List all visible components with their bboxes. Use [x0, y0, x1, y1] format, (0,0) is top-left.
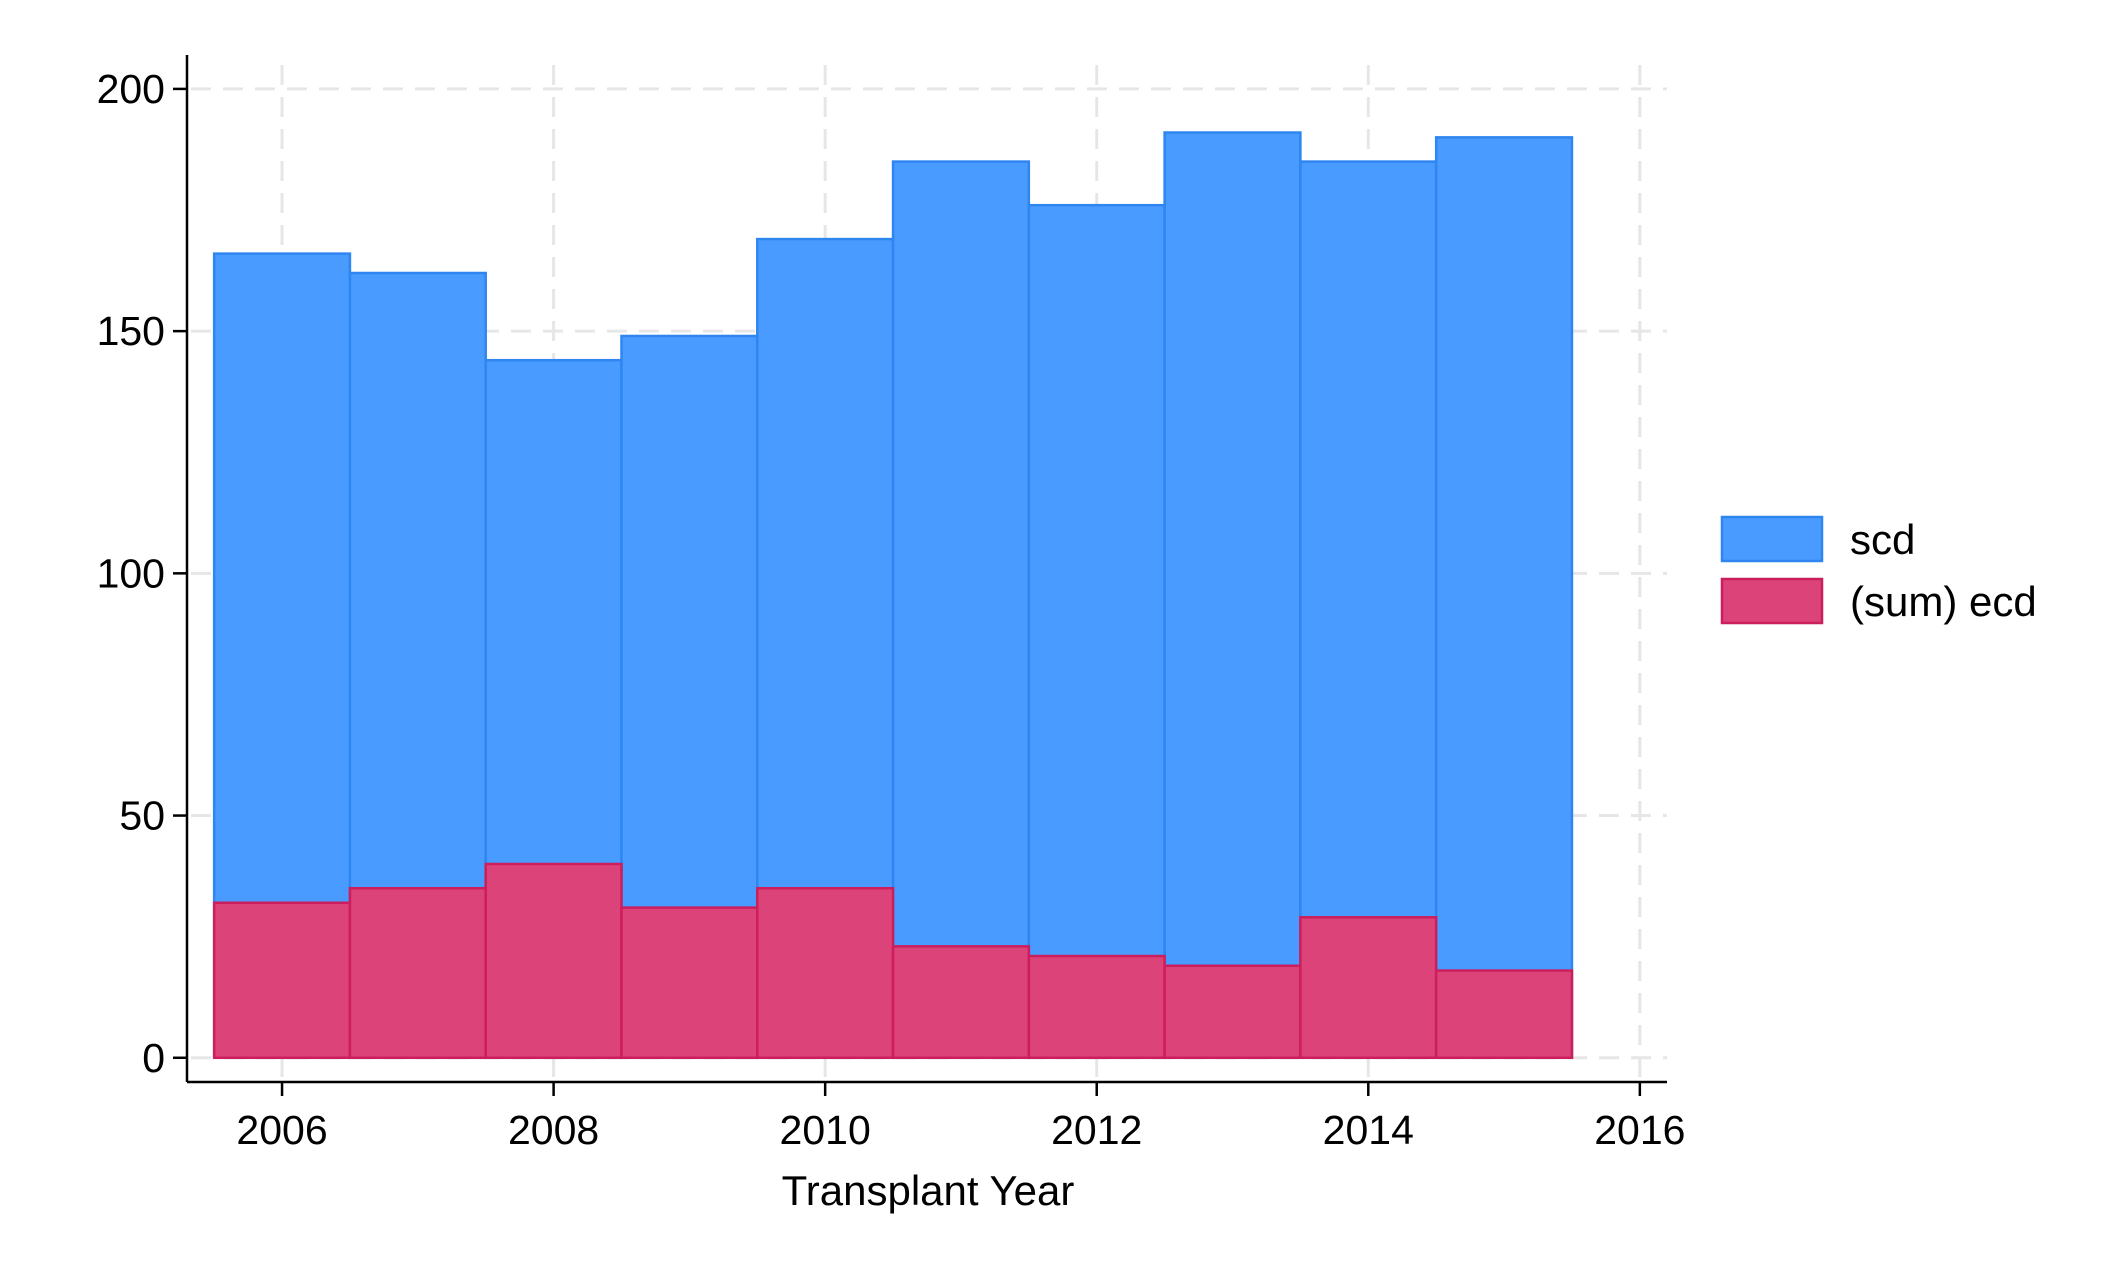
bar-scd-2013	[1163, 131, 1302, 1060]
bar-ecd-2006	[212, 901, 352, 1060]
legend: scd (sum) ecd	[1720, 515, 2037, 625]
bar-ecd-2015	[1434, 969, 1574, 1060]
axes	[173, 55, 1667, 1096]
bar-ecd-2009	[620, 906, 759, 1060]
x-tick-label: 2012	[1051, 1107, 1142, 1153]
bar-ecd-2013	[1163, 964, 1302, 1060]
legend-label-ecd: (sum) ecd	[1850, 578, 2037, 625]
x-tick-label: 2010	[780, 1107, 871, 1153]
y-tick-label: 200	[97, 66, 165, 112]
bar-scd-2011	[891, 160, 1031, 1060]
x-tick-label: 2006	[236, 1107, 327, 1153]
x-axis-title: Transplant Year	[782, 1167, 1075, 1214]
y-tick-label: 50	[119, 793, 165, 839]
tick-labels: 0 50 100 150 200 2006 2008 2010 2012 2014 2016	[97, 66, 1686, 1153]
bar-ecd-2012	[1027, 954, 1166, 1060]
bar-ecd-2010	[756, 886, 895, 1060]
bar-ecd-2014	[1299, 916, 1438, 1060]
bar-ecd-2011	[891, 945, 1031, 1060]
bar-ecd-2008	[484, 862, 623, 1060]
x-tick-label: 2008	[508, 1107, 599, 1153]
y-tick-label: 0	[142, 1035, 165, 1081]
bar-ecd-2007	[348, 886, 487, 1060]
x-tick-label: 2014	[1323, 1107, 1414, 1153]
legend-swatch-scd	[1720, 515, 1824, 563]
bar-scd-2012	[1027, 203, 1166, 1060]
x-tick-label: 2016	[1594, 1107, 1685, 1153]
y-tick-label: 100	[97, 550, 165, 596]
bar-scd-2015	[1434, 136, 1574, 1060]
legend-label-scd: scd	[1850, 516, 1915, 563]
bar-scd-2014	[1299, 160, 1438, 1060]
y-tick-label: 150	[97, 308, 165, 354]
legend-swatch-ecd	[1720, 577, 1824, 625]
bars	[212, 131, 1574, 1060]
